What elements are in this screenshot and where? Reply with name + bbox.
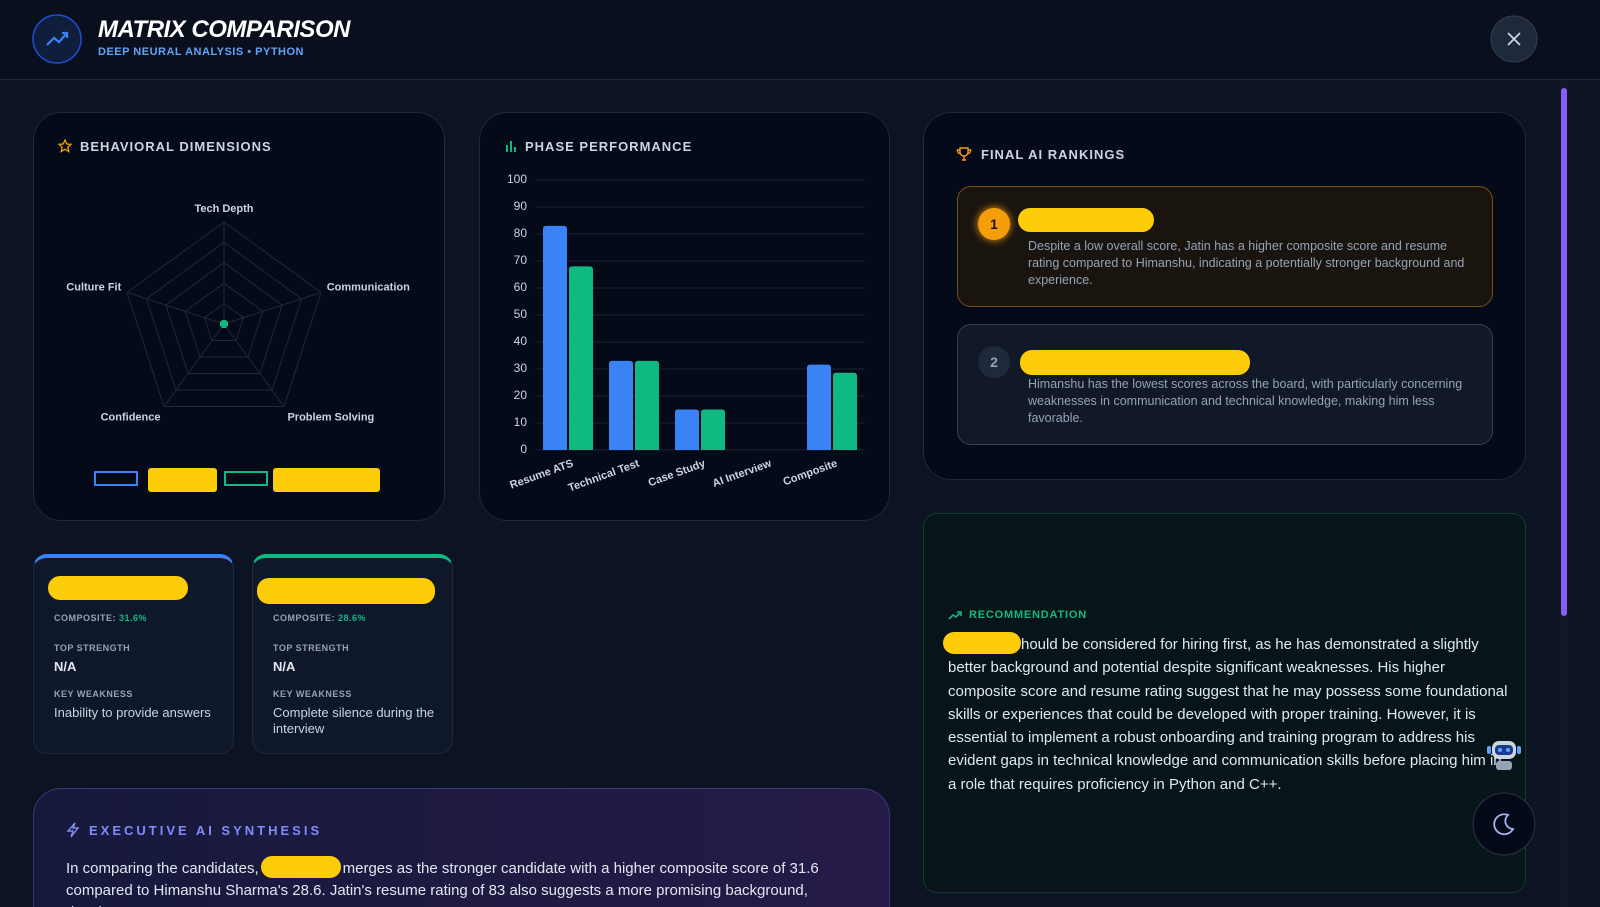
recommendation-title: RECOMMENDATION	[969, 609, 1087, 621]
scrollbar-thumb[interactable]	[1561, 88, 1567, 616]
bars-icon	[506, 141, 516, 152]
composite-value: 28.6%	[338, 613, 367, 623]
recommendation-text: hould be considered for hiring first, as…	[948, 636, 1508, 793]
redaction	[1018, 208, 1154, 232]
logo-icon	[32, 14, 82, 64]
star-icon	[58, 139, 72, 153]
header	[0, 0, 1600, 80]
synthesis-title: EXECUTIVE AI SYNTHESIS	[89, 823, 323, 838]
ranking-text: Himanshu has the lowest scores across th…	[1028, 377, 1463, 425]
close-button[interactable]	[1490, 15, 1538, 63]
redaction	[1020, 350, 1250, 375]
panel-title: BEHAVIORAL DIMENSIONS	[80, 139, 272, 154]
ranking-item: 2 Himanshu has the lowest scores across …	[957, 324, 1493, 445]
redaction	[260, 856, 341, 878]
weakness-value: Complete silence during the interview	[273, 705, 435, 736]
trophy-icon	[956, 147, 972, 161]
composite-value: 31.6%	[119, 613, 148, 623]
weakness-label: KEY WEAKNESS	[273, 689, 352, 699]
theme-toggle[interactable]	[1471, 791, 1537, 857]
synthesis-body: In comparing the candidates, merges as th…	[66, 856, 856, 907]
ranking-item: 1 Despite a low overall score, Jatin has…	[957, 186, 1493, 307]
trend-icon	[948, 611, 962, 620]
weakness-value: Inability to provide answers	[54, 705, 211, 720]
strength-value: N/A	[54, 659, 77, 674]
strength-label: TOP STRENGTH	[54, 643, 131, 653]
synthesis-text: merges as the stronger candidate with a …	[66, 860, 819, 907]
panel-title: PHASE PERFORMANCE	[525, 139, 693, 154]
composite-label: COMPOSITE: 28.6%	[273, 613, 367, 623]
redaction	[943, 632, 1021, 654]
synthesis-text: In comparing the candidates,	[66, 860, 259, 877]
recommendation-panel	[923, 513, 1526, 893]
redaction	[273, 468, 380, 492]
strength-label: TOP STRENGTH	[273, 643, 350, 653]
bar-panel	[479, 112, 890, 521]
redaction	[48, 576, 188, 600]
candidate-card: COMPOSITE: 28.6% TOP STRENGTH N/A KEY WE…	[252, 554, 453, 754]
rank-number: 2	[978, 346, 1010, 378]
panel-title: FINAL AI RANKINGS	[981, 147, 1126, 162]
radar-panel	[33, 112, 445, 521]
rank-number: 1	[978, 208, 1010, 240]
redaction	[257, 578, 435, 604]
recommendation-body: hould be considered for hiring first, as…	[943, 632, 1508, 796]
ranking-text: Despite a low overall score, Jatin has a…	[1028, 239, 1465, 287]
composite-label: COMPOSITE: 31.6%	[54, 613, 148, 623]
redaction	[148, 468, 217, 492]
strength-value: N/A	[273, 659, 296, 674]
bolt-icon	[66, 822, 80, 838]
synthesis-panel: EXECUTIVE AI SYNTHESIS In comparing the …	[33, 788, 890, 907]
page-subtitle: DEEP NEURAL ANALYSIS • PYTHON	[98, 46, 305, 58]
weakness-label: KEY WEAKNESS	[54, 689, 133, 699]
candidate-card: COMPOSITE: 31.6% TOP STRENGTH N/A KEY WE…	[33, 554, 234, 754]
assistant-bot[interactable]	[1484, 733, 1524, 773]
page-title: MATRIX COMPARISON	[98, 16, 350, 43]
